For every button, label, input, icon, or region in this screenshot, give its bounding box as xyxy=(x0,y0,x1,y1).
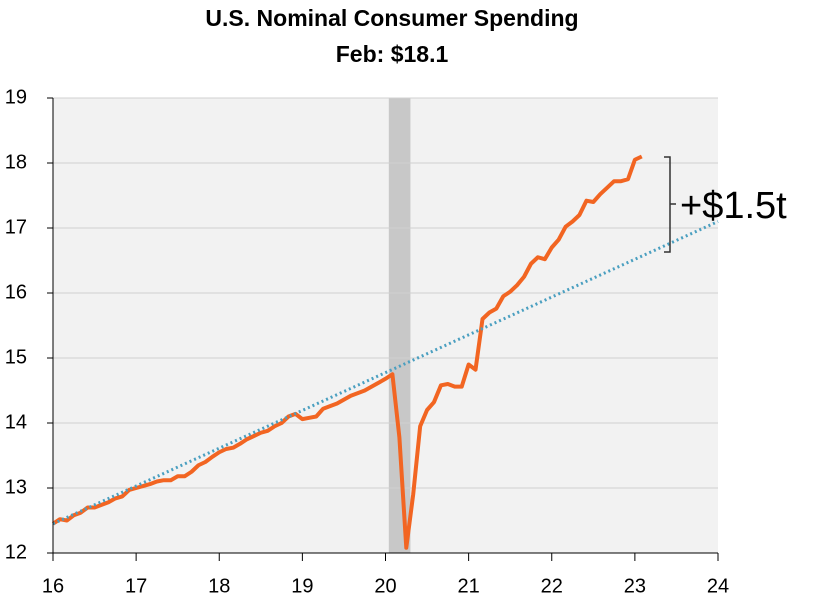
x-tick-label: 20 xyxy=(374,575,396,597)
plot-area xyxy=(53,98,718,553)
x-tick-label: 16 xyxy=(42,575,64,597)
y-tick-label: 17 xyxy=(5,216,27,238)
data-line xyxy=(51,154,643,550)
trend-line xyxy=(52,220,719,526)
y-tick-label: 13 xyxy=(5,476,27,498)
x-tick-label: 19 xyxy=(291,575,313,597)
chart-subtitle: Feb: $18.1 xyxy=(336,41,449,67)
x-tick-label: 23 xyxy=(624,575,646,597)
recession-shade xyxy=(388,98,411,553)
annotation: +$1.5t xyxy=(680,185,787,227)
y-tick-label: 15 xyxy=(5,346,27,368)
y-tick-label: 19 xyxy=(5,86,27,108)
x-tick-label: 21 xyxy=(458,575,480,597)
x-tick-label: 22 xyxy=(541,575,563,597)
foreground-layer xyxy=(51,154,719,550)
y-tick-label: 12 xyxy=(5,541,27,563)
y-tick-label: 14 xyxy=(5,411,27,433)
bracket xyxy=(664,156,676,253)
x-tick-label: 18 xyxy=(208,575,230,597)
chart-title: U.S. Nominal Consumer Spending xyxy=(205,5,578,31)
y-tick-label: 16 xyxy=(5,281,27,303)
x-tick-label: 24 xyxy=(707,575,729,597)
y-tick-label: 18 xyxy=(5,151,27,173)
x-tick-label: 17 xyxy=(125,575,147,597)
